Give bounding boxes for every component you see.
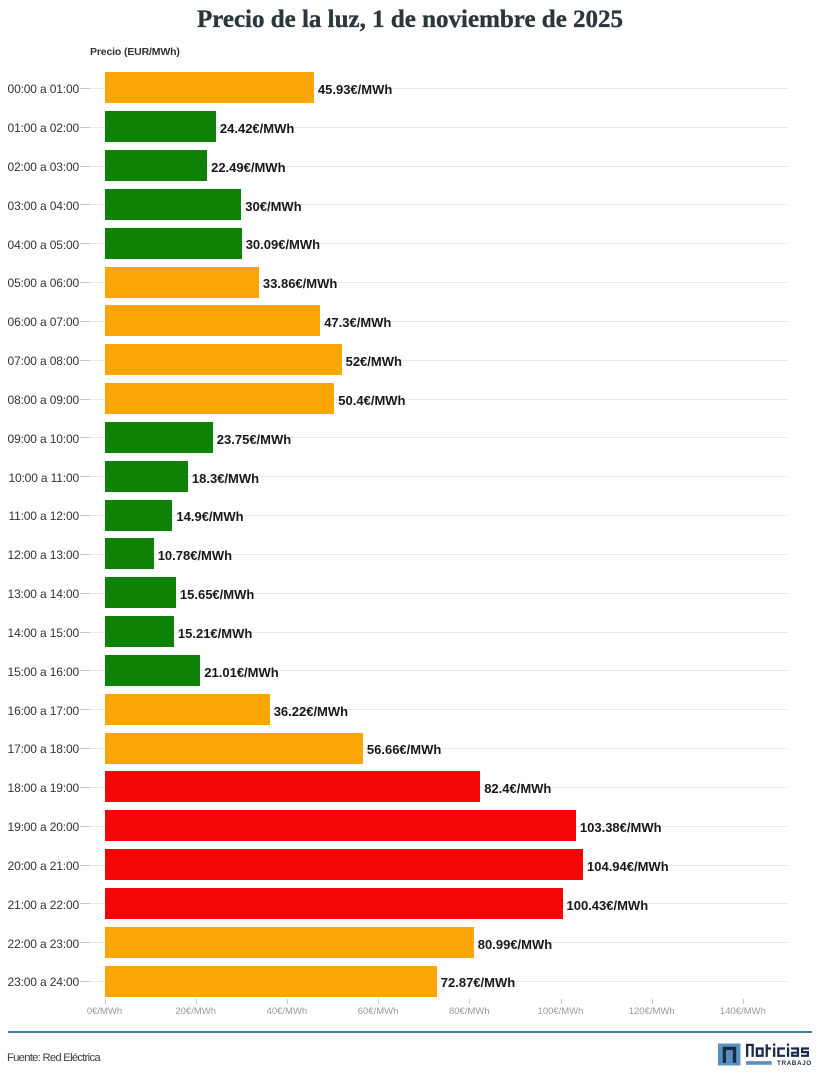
svg-text:TRABAJO: TRABAJO <box>777 1060 812 1066</box>
